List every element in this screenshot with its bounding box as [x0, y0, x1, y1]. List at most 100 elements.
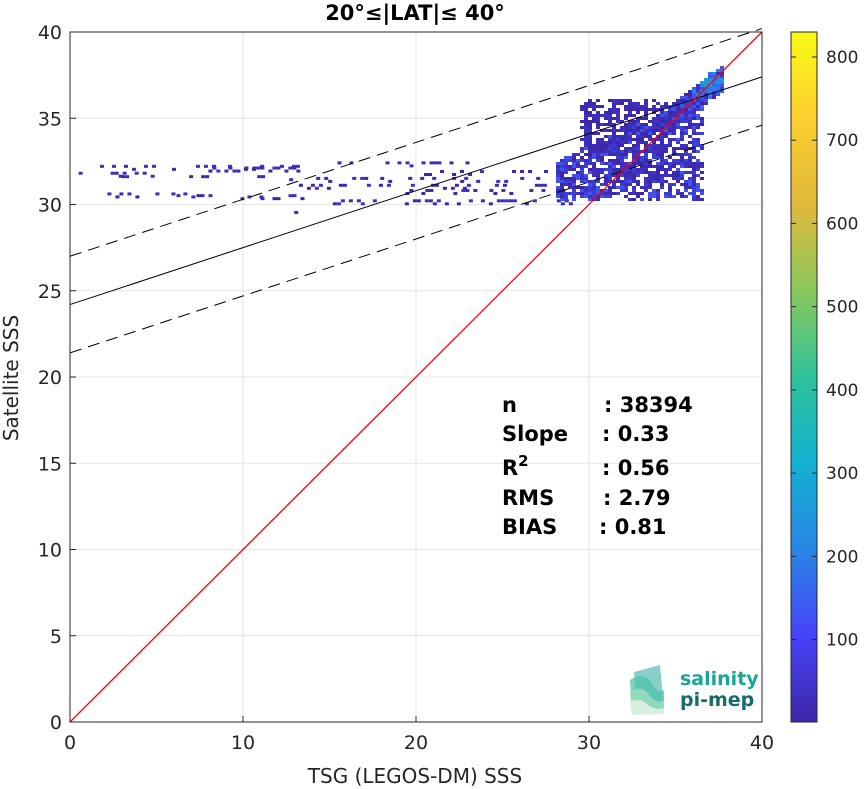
heatmap-cell — [644, 165, 648, 168]
heatmap-cell — [720, 72, 724, 75]
regression-upper-line — [69, 28, 763, 257]
heatmap-cell — [628, 147, 632, 150]
heatmap-cell — [500, 199, 505, 203]
heatmap-cell — [397, 161, 402, 165]
heatmap-cell — [494, 183, 499, 187]
heatmap-cell — [592, 192, 596, 195]
heatmap-cell — [640, 108, 644, 111]
stat-value: : 38394 — [604, 393, 693, 417]
heatmap-cell — [676, 108, 680, 111]
heatmap-cell — [628, 102, 632, 105]
heatmap-cell — [696, 165, 700, 168]
heatmap-cell — [580, 108, 584, 111]
stat-label: RMS — [502, 486, 554, 510]
heatmap-cell — [684, 165, 688, 168]
heatmap-cell — [692, 147, 696, 150]
heatmap-cell — [708, 84, 712, 87]
heatmap-cell — [294, 210, 299, 214]
heatmap-cell — [652, 108, 656, 111]
heatmap-cell — [704, 93, 708, 96]
heatmap-cell — [664, 159, 668, 162]
heatmap-cell — [720, 84, 724, 87]
heatmap-cell — [592, 147, 596, 150]
heatmap-cell — [656, 198, 660, 201]
heatmap-cell — [696, 144, 700, 147]
heatmap-cell — [612, 153, 616, 156]
heatmap-cell — [636, 171, 640, 174]
heatmap-cell — [620, 99, 624, 102]
heatmap-cell — [252, 166, 257, 170]
heatmap-cell — [688, 90, 692, 93]
heatmap-cell — [648, 135, 652, 138]
heatmap-cell — [608, 147, 612, 150]
heatmap-cell — [696, 93, 700, 96]
heatmap-cell — [584, 153, 588, 156]
heatmap-cell — [240, 197, 245, 201]
heatmap-cell — [672, 114, 676, 117]
heatmap-cell — [289, 178, 294, 182]
heatmap-cell — [616, 147, 620, 150]
heatmap-cell — [632, 171, 636, 174]
heatmap-cell — [632, 144, 636, 147]
heatmap-cell — [608, 171, 612, 174]
heatmap-cell — [596, 180, 600, 183]
heatmap-cell — [720, 69, 724, 72]
heatmap-cell — [644, 144, 648, 147]
heatmap-cell — [660, 117, 664, 120]
heatmap-cell — [708, 81, 712, 84]
heatmap-cell — [652, 117, 656, 120]
heatmap-cell — [612, 102, 616, 105]
heatmap-cell — [434, 183, 439, 187]
heatmap-cell — [684, 108, 688, 111]
heatmap-cell — [664, 147, 668, 150]
heatmap-cell — [660, 111, 664, 114]
heatmap-cell — [644, 111, 648, 114]
heatmap-cell — [608, 111, 612, 114]
heatmap-cell — [588, 120, 592, 123]
heatmap-cell — [660, 129, 664, 132]
heatmap-cell — [664, 171, 668, 174]
heatmap-cell — [584, 117, 588, 120]
heatmap-cell — [668, 126, 672, 129]
heatmap-cell — [592, 117, 596, 120]
heatmap-cell — [692, 93, 696, 96]
heatmap-cell — [596, 168, 600, 171]
heatmap-cell — [668, 117, 672, 120]
heatmap-cell — [628, 111, 632, 114]
heatmap-cell — [612, 192, 616, 195]
heatmap-cell — [688, 171, 692, 174]
heatmap-cell — [211, 164, 216, 168]
heatmap-cell — [620, 144, 624, 147]
heatmap-cell — [596, 99, 600, 102]
heatmap-cell — [692, 165, 696, 168]
heatmap-cell — [684, 147, 688, 150]
heatmap-cell — [632, 186, 636, 189]
heatmap-cell — [580, 180, 584, 183]
heatmap-cell — [584, 111, 588, 114]
heatmap-cell — [640, 135, 644, 138]
heatmap-cell — [624, 114, 628, 117]
heatmap-cell — [608, 129, 612, 132]
heatmap-cell — [684, 111, 688, 114]
heatmap-cell — [596, 189, 600, 192]
heatmap-cell — [636, 111, 640, 114]
heatmap-cell — [560, 192, 564, 195]
heatmap-cell — [636, 138, 640, 141]
heatmap-cell — [608, 153, 612, 156]
heatmap-cell — [608, 108, 612, 111]
heatmap-cell — [155, 192, 160, 196]
heatmap-cell — [664, 162, 668, 165]
heatmap-cell — [616, 135, 620, 138]
x-axis-label: TSG (LEGOS-DM) SSS — [307, 764, 522, 788]
heatmap-cell — [656, 108, 660, 111]
heatmap-cell — [680, 105, 684, 108]
heatmap-cell — [688, 105, 692, 108]
heatmap-cell — [704, 81, 708, 84]
heatmap-cell — [612, 105, 616, 108]
heatmap-cell — [608, 99, 612, 102]
heatmap-cell — [680, 144, 684, 147]
heatmap-cell — [620, 168, 624, 171]
heatmap-cell — [696, 138, 700, 141]
heatmap-cell — [692, 123, 696, 126]
heatmap-cell — [556, 195, 560, 198]
